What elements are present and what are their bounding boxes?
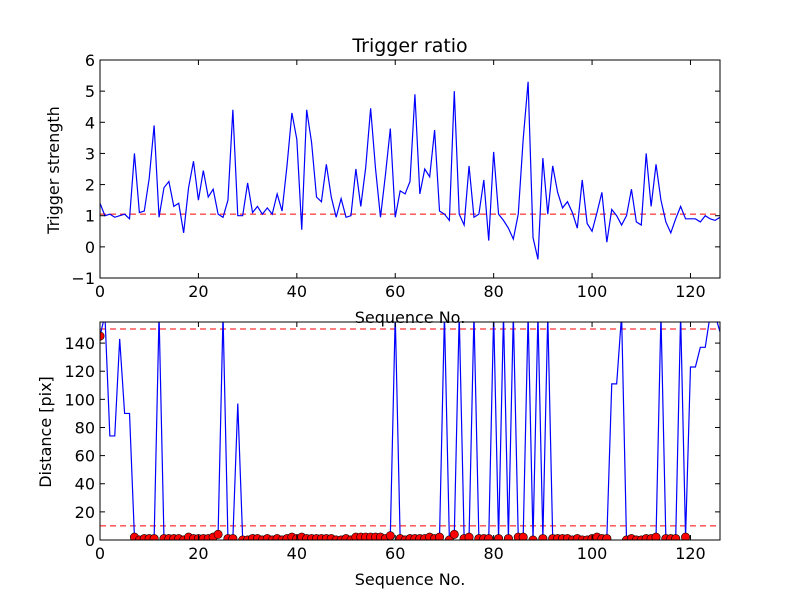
top-chart-ylabel: Trigger strength xyxy=(44,106,63,235)
bottom-ytick-label: 40 xyxy=(75,475,95,494)
top-xtick-label: 100 xyxy=(577,282,608,301)
top-xtick-label: 40 xyxy=(287,282,307,301)
top-xtick-label: 20 xyxy=(188,282,208,301)
top-series-line-0 xyxy=(100,81,720,260)
bottom-marker-point xyxy=(671,534,681,540)
bottom-marker-point xyxy=(385,531,395,540)
bottom-xtick-label: 120 xyxy=(675,544,706,563)
top-ytick-label: 3 xyxy=(85,144,95,163)
bottom-marker-point xyxy=(464,532,474,540)
bottom-ytick-label: 0 xyxy=(85,531,95,550)
bottom-ytick-label: 60 xyxy=(75,447,95,466)
bottom-marker-point xyxy=(213,529,223,539)
bottom-marker-point xyxy=(484,534,494,540)
bottom-marker-point xyxy=(538,534,548,540)
top-xtick-label: 120 xyxy=(675,282,706,301)
bottom-data-layer xyxy=(100,322,720,540)
top-ytick-label: 1 xyxy=(85,207,95,226)
bottom-xtick-label: 0 xyxy=(95,544,105,563)
bottom-xtick-label: 100 xyxy=(577,544,608,563)
bottom-marker-point xyxy=(503,534,513,540)
bottom-marker-point xyxy=(228,534,238,540)
top-data-layer xyxy=(100,81,720,260)
top-chart-title: Trigger ratio xyxy=(351,35,467,57)
top-ytick-label: 5 xyxy=(85,82,95,101)
bottom-marker-point xyxy=(681,532,691,540)
bottom-axes-frame xyxy=(99,321,721,541)
top-ytick-label: 2 xyxy=(85,176,95,195)
bottom-ytick-label: 120 xyxy=(64,362,95,381)
bottom-chart-xlabel: Sequence No. xyxy=(355,570,466,589)
top-xtick-label: 60 xyxy=(385,282,405,301)
top-ytick-label: 0 xyxy=(85,238,95,257)
top-ytick-label: 4 xyxy=(85,113,95,132)
top-ytick-label: 6 xyxy=(85,51,95,70)
bottom-marker-point xyxy=(449,529,459,539)
bottom-marker-point xyxy=(149,534,159,540)
bottom-marker-point xyxy=(651,532,661,540)
bottom-xtick-label: 80 xyxy=(483,544,503,563)
top-chart-xlabel: Sequence No. xyxy=(355,308,466,327)
bottom-marker-point xyxy=(494,534,504,540)
bottom-marker-point xyxy=(602,534,612,540)
bottom-xtick-label: 60 xyxy=(385,544,405,563)
bottom-xtick-label: 40 xyxy=(287,544,307,563)
bottom-ytick-label: 20 xyxy=(75,503,95,522)
bottom-xtick-label: 20 xyxy=(188,544,208,563)
bottom-chart: 0 20 40 60 80 100 120 0 20 40 60 80 100 120 140 Sequen… xyxy=(36,321,721,589)
bottom-marker-point xyxy=(435,532,445,540)
bottom-ytick-label: 80 xyxy=(75,418,95,437)
top-axes-frame xyxy=(99,59,721,279)
top-ytick-label: −1 xyxy=(71,269,95,288)
bottom-chart-ylabel: Distance [pix] xyxy=(36,376,55,488)
bottom-plot-area: 0 20 40 60 80 100 120 0 20 40 60 80 100 120 140 xyxy=(64,321,721,563)
top-xtick-label: 80 xyxy=(483,282,503,301)
bottom-ytick-label: 100 xyxy=(64,390,95,409)
top-xtick-label: 0 xyxy=(95,282,105,301)
bottom-ytick-label: 140 xyxy=(64,334,95,353)
bottom-marker-point xyxy=(518,532,528,540)
